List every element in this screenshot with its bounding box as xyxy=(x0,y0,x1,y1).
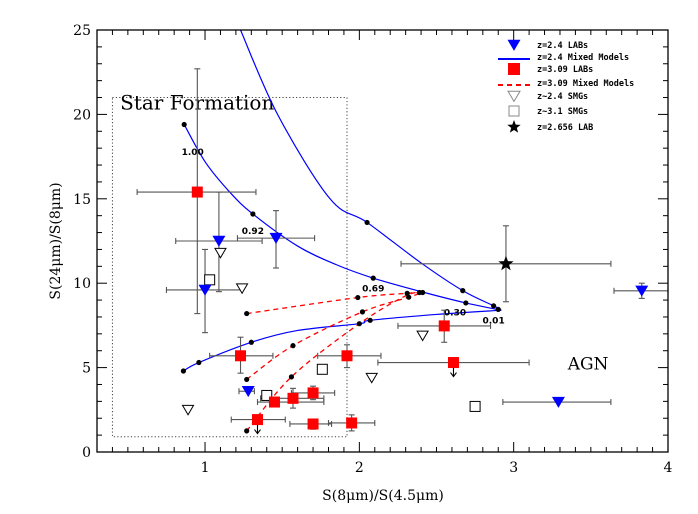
legend-label: z=2.4 LABs xyxy=(537,41,588,51)
lab-z309-point xyxy=(268,396,280,408)
smg-z24-point xyxy=(181,404,195,416)
lab-z24-point xyxy=(212,235,226,247)
model-curve-z309 xyxy=(246,291,423,380)
model-marker xyxy=(370,275,376,281)
legend-open-square-icon xyxy=(508,105,520,117)
x-tick-label: 2 xyxy=(355,460,364,476)
model-fraction-label: 0.92 xyxy=(242,227,264,237)
lab-z309-point xyxy=(438,320,450,332)
model-fraction-label: 0.01 xyxy=(483,317,505,327)
model-curve-z24 xyxy=(183,124,502,311)
x-tick-label: 1 xyxy=(201,460,210,476)
y-axis-label: S(24μm)/S(8μm) xyxy=(48,182,64,299)
legend-label: z~3.1 SMGs xyxy=(537,107,588,117)
legend-label: z=3.09 Mixed Models xyxy=(537,78,634,89)
lab-z24-point xyxy=(198,284,212,296)
model-marker xyxy=(250,211,256,217)
region-box xyxy=(111,97,348,438)
model-marker xyxy=(180,368,187,374)
model-marker xyxy=(355,294,361,301)
y-tick-label: 0 xyxy=(82,445,91,461)
model-marker xyxy=(463,300,469,306)
legend-label: z=2.656 LAB xyxy=(537,123,593,133)
model-marker xyxy=(244,428,250,434)
model-curve-z309 xyxy=(246,291,423,432)
model-marker xyxy=(359,309,366,315)
model-curve-z309 xyxy=(246,291,423,315)
model-curve-z24 xyxy=(183,309,502,372)
lab-z309-point xyxy=(341,350,353,362)
x-axis-label: S(8μm)/S(4.5μm) xyxy=(322,488,444,504)
y-tick-label: 25 xyxy=(73,23,91,39)
model-marker xyxy=(196,359,202,366)
lab-z309-point xyxy=(235,350,247,362)
model-marker xyxy=(495,306,501,312)
smg-z24-point xyxy=(214,247,227,259)
model-marker xyxy=(244,376,250,383)
model-marker xyxy=(364,219,370,226)
smg-z31-point xyxy=(204,274,216,286)
model-marker xyxy=(288,374,295,380)
model-fraction-label: 0.69 xyxy=(362,285,384,295)
model-fraction-label: 1.00 xyxy=(182,148,204,158)
lab-z24-point xyxy=(269,232,283,244)
smg-z24-point xyxy=(416,330,429,342)
lab-z309-point xyxy=(287,392,299,404)
y-tick-label: 10 xyxy=(73,276,91,292)
model-marker xyxy=(416,289,423,296)
plot-frame xyxy=(96,29,669,453)
model-marker xyxy=(491,303,497,309)
model-marker xyxy=(406,294,412,300)
legend-star-icon xyxy=(507,120,521,133)
x-tick-label: 3 xyxy=(509,460,518,476)
x-tick-label: 4 xyxy=(664,460,673,476)
lab-z24-point xyxy=(635,285,649,297)
lab-z2656-point xyxy=(498,255,514,271)
lab-z309-point xyxy=(346,417,358,429)
y-tick-label: 5 xyxy=(82,361,91,377)
lab-z24-point xyxy=(241,386,255,398)
legend-label: z~2.4 SMGs xyxy=(537,92,588,102)
model-marker xyxy=(244,310,250,317)
y-tick-label: 15 xyxy=(73,192,91,208)
y-tick-label: 20 xyxy=(73,107,91,123)
model-marker xyxy=(248,339,254,345)
legend-triangle-icon xyxy=(507,39,521,51)
region-label: AGN xyxy=(567,354,609,374)
lab-z309-point xyxy=(251,414,263,426)
model-marker xyxy=(290,343,296,349)
smg-z24-point xyxy=(365,372,379,384)
model-marker xyxy=(181,121,187,128)
model-fraction-label: 0.30 xyxy=(444,308,466,318)
smg-z31-point xyxy=(469,400,481,412)
smg-z31-point xyxy=(261,389,273,401)
lab-z309-point xyxy=(307,387,319,399)
lab-z24-point xyxy=(551,396,565,408)
model-curve-z24 xyxy=(239,30,502,311)
model-marker xyxy=(367,317,373,323)
lab-z309-point xyxy=(307,418,319,430)
lab-z309-point xyxy=(191,186,203,198)
smg-z24-point xyxy=(235,283,249,295)
legend-square-icon xyxy=(508,63,520,75)
legend-label: z=3.09 LABs xyxy=(537,65,593,75)
model-marker xyxy=(356,321,362,327)
legend-open-triangle-icon xyxy=(507,90,521,103)
smg-z31-point xyxy=(316,363,328,375)
legend-label: z=2.4 Mixed Models xyxy=(537,52,629,63)
model-marker xyxy=(460,288,466,294)
lab-z309-point xyxy=(447,357,459,369)
